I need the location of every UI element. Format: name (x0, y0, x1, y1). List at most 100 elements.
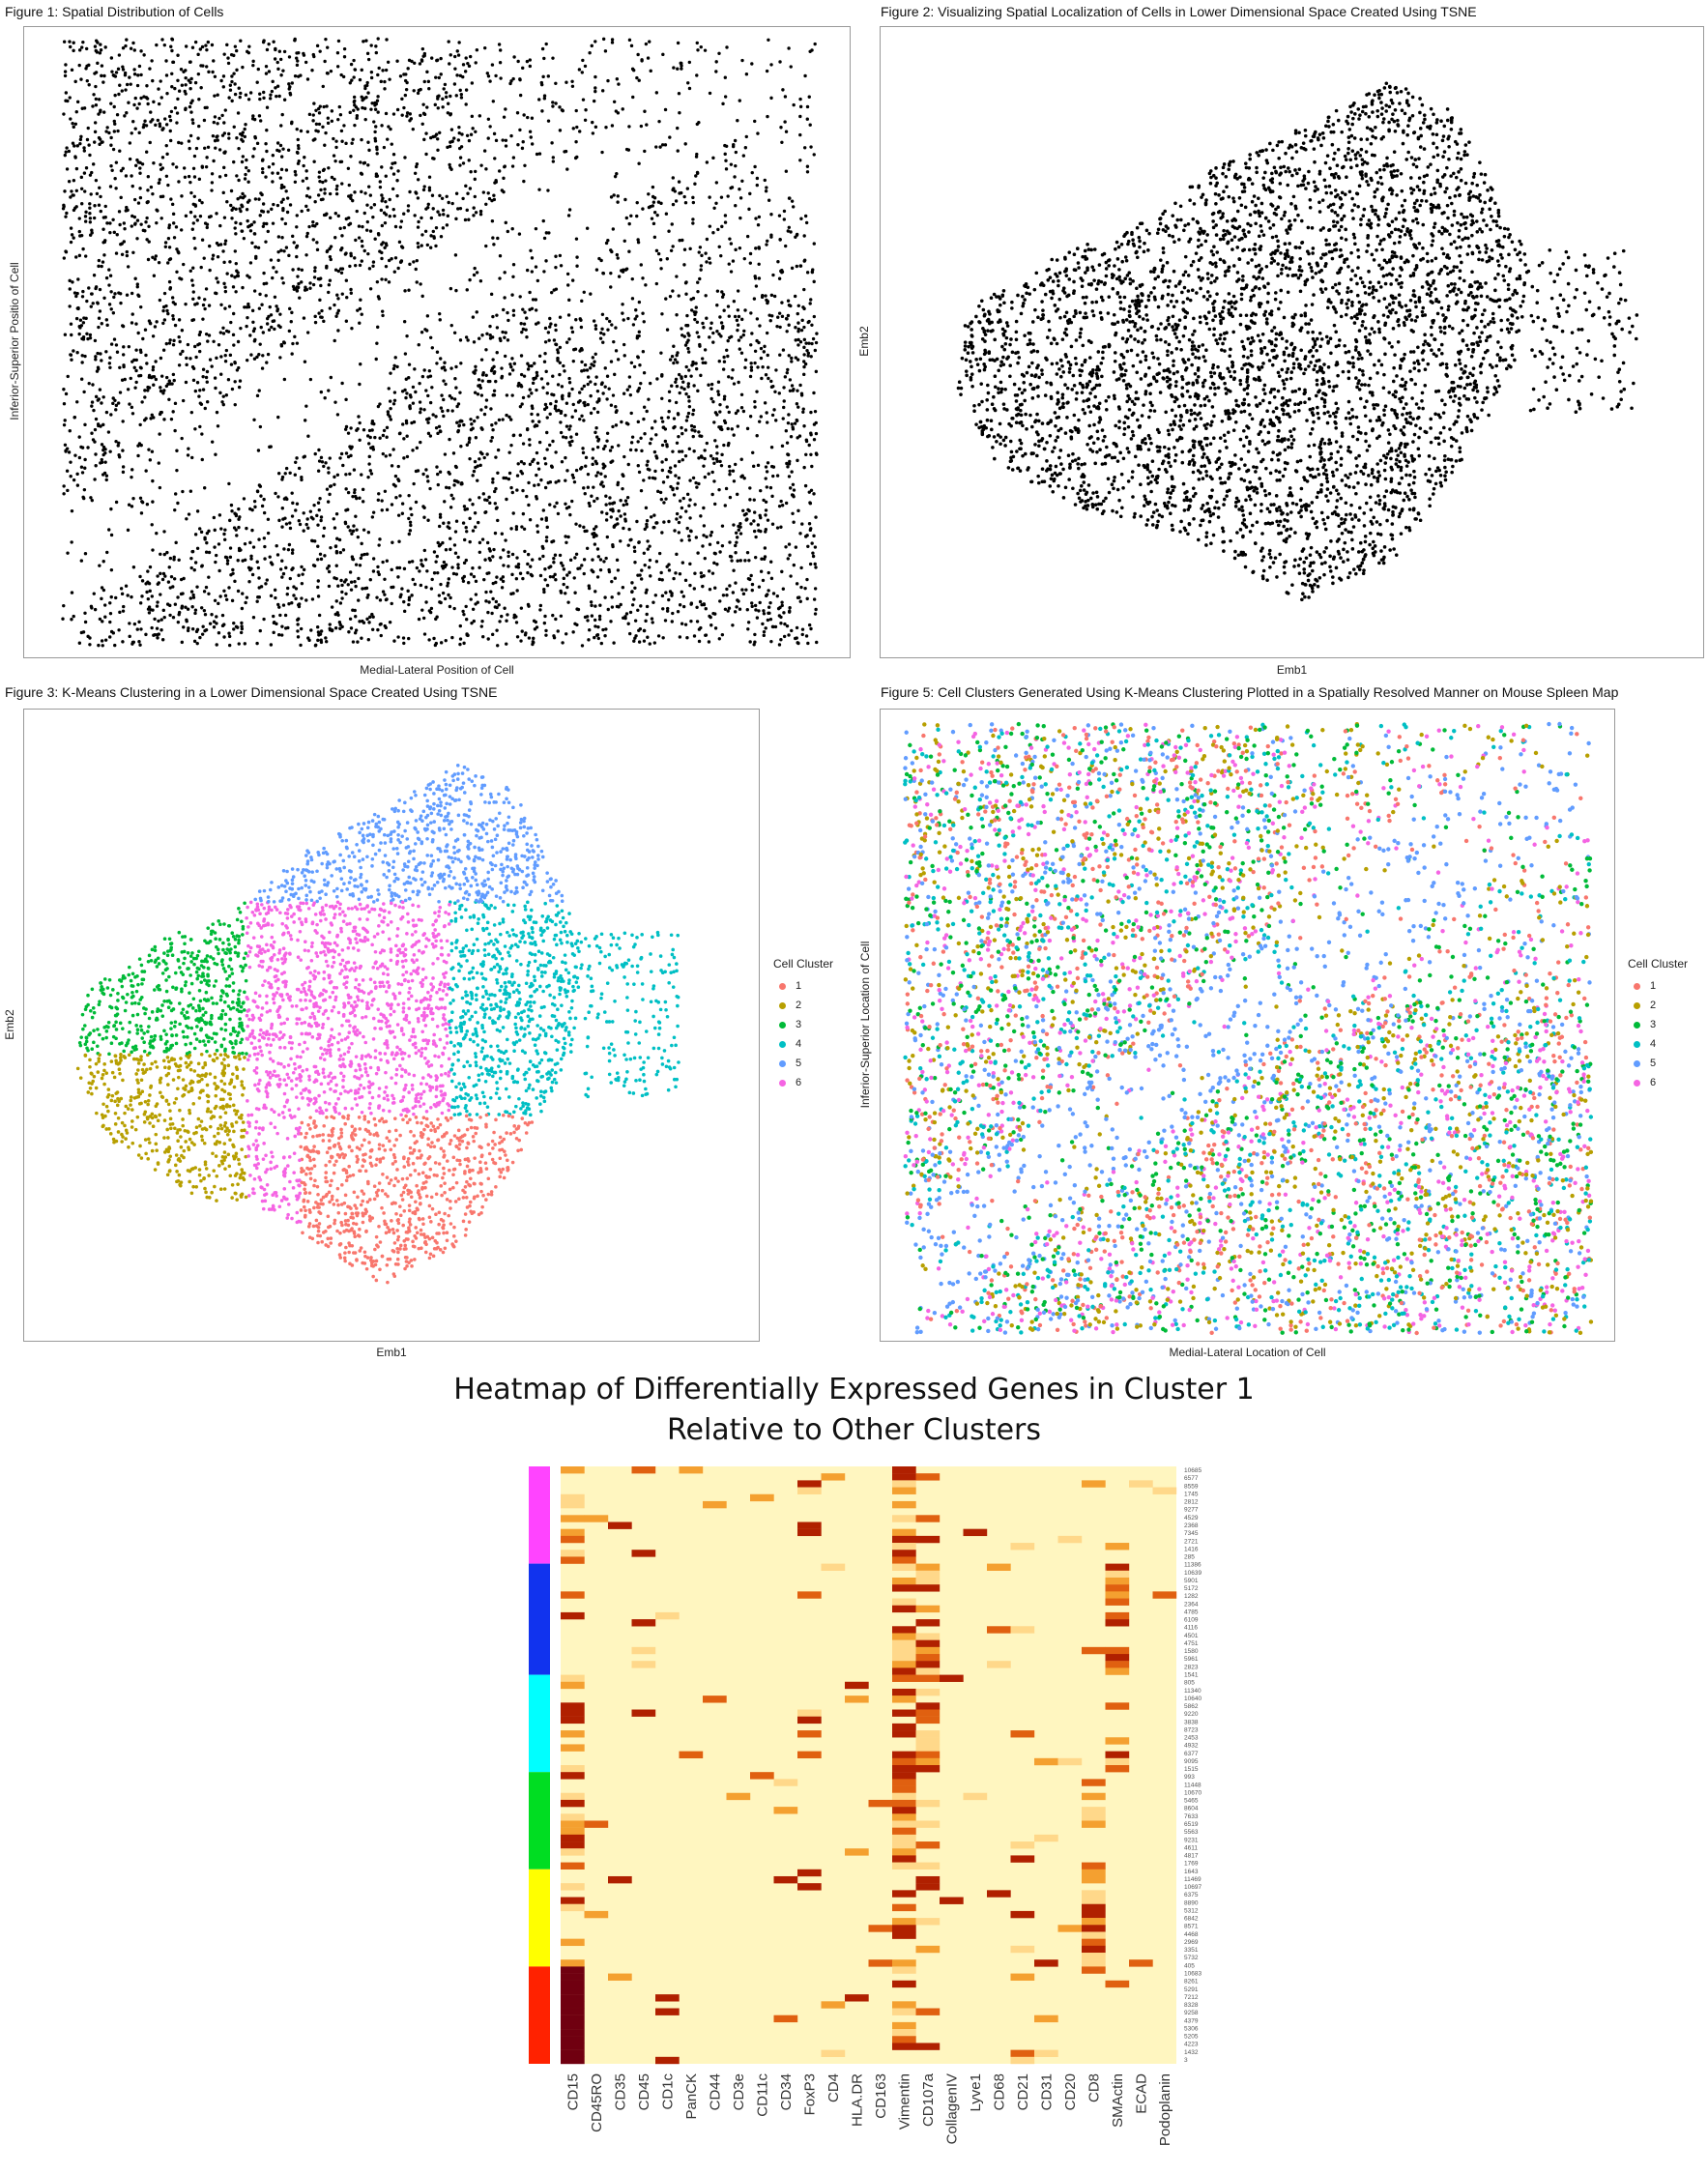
scatter-point (732, 568, 736, 572)
scatter-point (466, 191, 470, 195)
scatter-point (427, 638, 431, 642)
scatter-point (678, 635, 682, 639)
scatter-point (223, 239, 228, 243)
scatter-point (271, 221, 275, 225)
scatter-point (206, 339, 210, 343)
scatter-point (79, 77, 83, 81)
scatter-point (333, 544, 338, 549)
scatter-point (241, 285, 245, 290)
scatter-point (814, 369, 819, 374)
scatter-point (573, 409, 578, 413)
scatter-point (290, 120, 294, 125)
scatter-point (626, 543, 630, 547)
scatter-point (608, 496, 612, 500)
scatter-point (217, 243, 220, 247)
scatter-point (733, 610, 738, 614)
scatter-point (683, 201, 688, 205)
scatter-point (719, 321, 724, 325)
scatter-point (755, 183, 760, 188)
scatter-point (246, 565, 251, 569)
scatter-point (519, 383, 523, 388)
scatter-point (253, 197, 258, 201)
scatter-point (212, 120, 217, 125)
scatter-point (295, 285, 300, 289)
scatter-point (554, 399, 559, 404)
scatter-point (79, 187, 84, 190)
scatter-point (687, 404, 692, 409)
scatter-point (340, 590, 344, 594)
scatter-point (784, 169, 789, 173)
scatter-point (174, 540, 178, 545)
scatter-point (150, 59, 154, 63)
scatter-point (256, 449, 261, 452)
scatter-point (358, 438, 362, 442)
scatter-point (335, 413, 340, 417)
scatter-point (494, 580, 498, 585)
scatter-point (156, 118, 160, 123)
scatter-point (391, 161, 394, 165)
scatter-point (309, 628, 313, 632)
scatter-point (275, 304, 278, 308)
scatter-point (182, 625, 186, 629)
scatter-point (187, 174, 191, 179)
scatter-point (98, 617, 102, 622)
scatter-point (464, 184, 468, 188)
scatter-point (362, 106, 367, 110)
scatter-point (393, 356, 397, 360)
scatter-point (678, 449, 681, 453)
scatter-point (344, 141, 348, 146)
scatter-point (507, 554, 510, 559)
scatter-point (190, 364, 195, 369)
scatter-point (453, 67, 457, 71)
scatter-point (369, 43, 373, 47)
scatter-point (524, 328, 528, 332)
scatter-point (274, 86, 277, 90)
scatter-point (189, 556, 193, 561)
scatter-point (516, 143, 520, 147)
scatter-point (155, 320, 159, 324)
scatter-point (377, 543, 381, 547)
scatter-point (809, 355, 813, 359)
scatter-point (507, 550, 510, 554)
scatter-point (156, 600, 159, 604)
scatter-point (338, 601, 343, 605)
scatter-point (107, 283, 111, 287)
scatter-point (765, 298, 768, 303)
scatter-point (482, 577, 486, 582)
scatter-point (523, 310, 527, 314)
scatter-point (402, 105, 406, 110)
scatter-point (806, 544, 810, 548)
scatter-point (267, 70, 272, 73)
scatter-point (380, 250, 384, 255)
scatter-point (488, 336, 493, 340)
scatter-point (70, 233, 74, 237)
scatter-point (545, 583, 550, 588)
scatter-point (502, 307, 506, 312)
scatter-point (192, 175, 197, 179)
scatter-point (436, 570, 440, 575)
scatter-point (162, 43, 166, 47)
scatter-point (96, 351, 100, 356)
scatter-point (69, 240, 73, 245)
scatter-point (766, 365, 770, 369)
scatter-point (273, 327, 276, 332)
scatter-point (474, 465, 478, 470)
scatter-point (228, 353, 233, 358)
scatter-point (333, 268, 338, 272)
scatter-point (626, 316, 630, 321)
scatter-point (123, 114, 127, 118)
scatter-point (137, 101, 141, 106)
scatter-point (699, 44, 703, 49)
scatter-point (200, 44, 205, 49)
scatter-point (687, 504, 691, 507)
scatter-point (731, 259, 736, 263)
scatter-point (496, 471, 500, 475)
scatter-point (262, 497, 266, 502)
scatter-point (693, 571, 697, 575)
scatter-point (773, 624, 778, 629)
scatter-point (792, 520, 796, 524)
scatter-point (191, 290, 195, 294)
scatter-point (207, 592, 211, 595)
scatter-point (543, 326, 548, 331)
scatter-point (121, 465, 126, 469)
